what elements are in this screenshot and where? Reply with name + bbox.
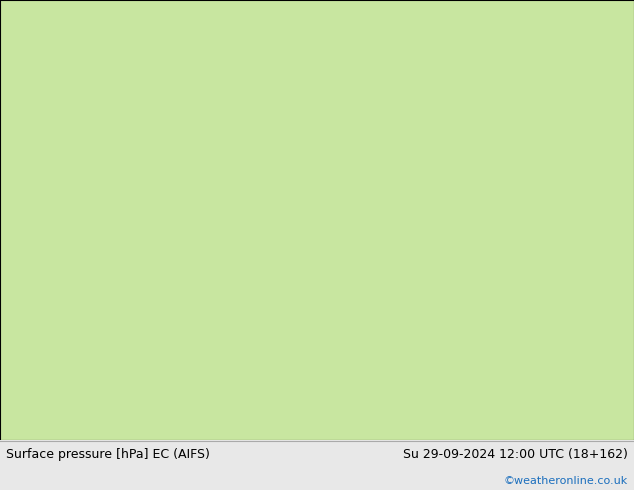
Text: ©weatheronline.co.uk: ©weatheronline.co.uk bbox=[503, 476, 628, 486]
Text: Surface pressure [hPa] EC (AIFS): Surface pressure [hPa] EC (AIFS) bbox=[6, 447, 210, 461]
Text: Su 29-09-2024 12:00 UTC (18+162): Su 29-09-2024 12:00 UTC (18+162) bbox=[403, 447, 628, 461]
